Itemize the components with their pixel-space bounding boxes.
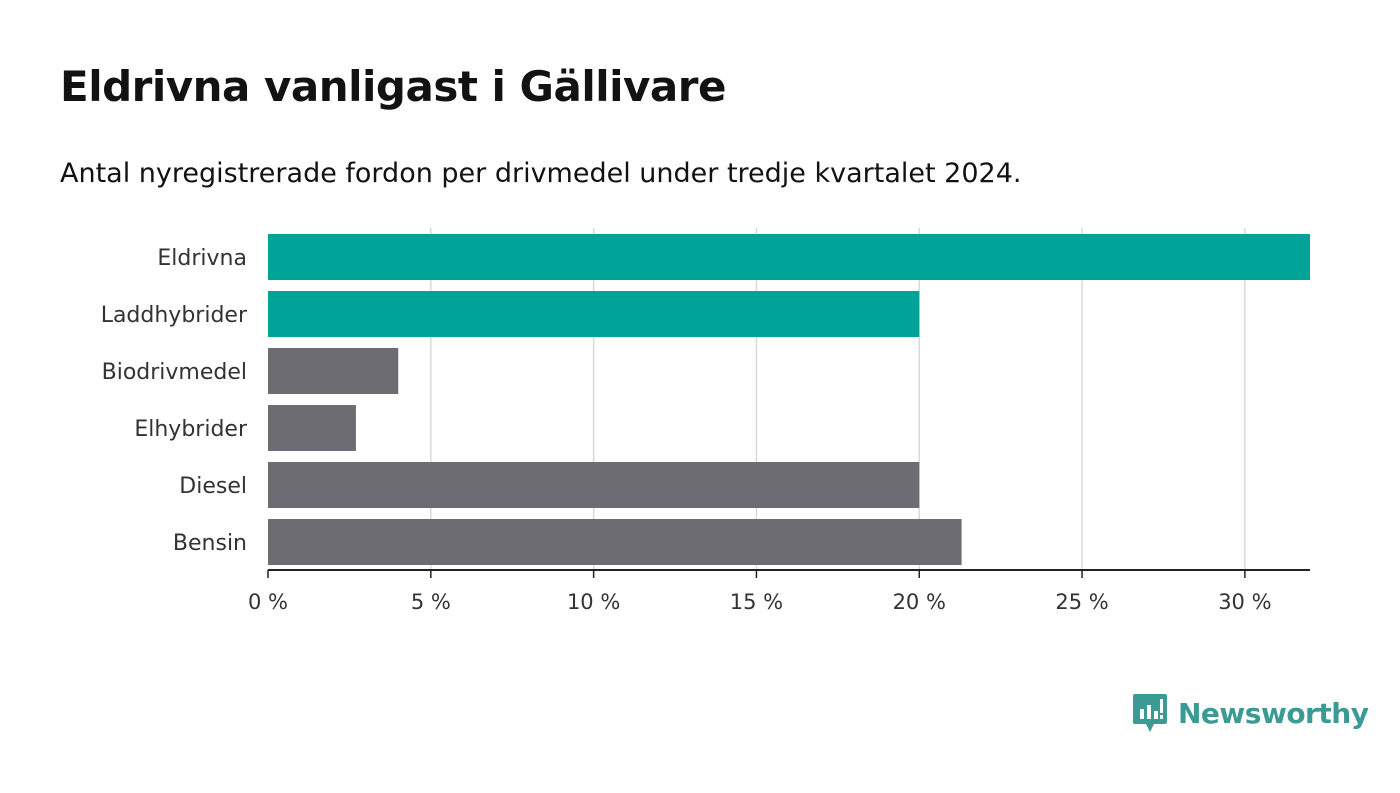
x-axis: 0 % 5 % 10 % 15 % 20 % 25 % 30 %	[248, 569, 1310, 614]
logo-text: Newsworthy	[1178, 696, 1369, 730]
bar-bensin	[268, 519, 962, 565]
bar-diesel	[268, 462, 920, 508]
bar-chart: Eldrivna Laddhybrider Biodrivmedel Elhybrid…	[101, 228, 1310, 614]
x-tick-label-30: 30 %	[1218, 590, 1271, 614]
bar-laddhybrider	[268, 291, 920, 337]
category-label-bensin: Bensin	[173, 531, 247, 556]
category-label-biodrivmedel: Biodrivmedel	[102, 360, 247, 385]
category-labels: Eldrivna Laddhybrider Biodrivmedel Elhybrid…	[101, 246, 248, 556]
gridlines	[430, 228, 1246, 570]
x-tick-label-5: 5 %	[411, 590, 451, 614]
newsworthy-logo: Newsworthy	[1132, 692, 1369, 734]
bar-eldrivna	[268, 234, 1310, 280]
x-tick-label-20: 20 %	[893, 590, 946, 614]
bar-elhybrider	[268, 405, 356, 451]
category-label-laddhybrider: Laddhybrider	[101, 303, 248, 328]
category-label-eldrivna: Eldrivna	[157, 246, 247, 271]
chart-bubble-icon	[1133, 694, 1167, 732]
x-tick-label-15: 15 %	[730, 590, 783, 614]
x-tick-label-25: 25 %	[1055, 590, 1108, 614]
chart-subtitle: Antal nyregistrerade fordon per drivmede…	[60, 158, 1022, 189]
chart-title: Eldrivna vanligast i Gällivare	[60, 62, 726, 111]
x-tick-label-10: 10 %	[567, 590, 620, 614]
bars	[268, 234, 1310, 565]
category-label-diesel: Diesel	[179, 474, 247, 499]
x-tick-label-0: 0 %	[248, 590, 288, 614]
bar-biodrivmedel	[268, 348, 399, 394]
category-label-elhybrider: Elhybrider	[134, 417, 248, 442]
